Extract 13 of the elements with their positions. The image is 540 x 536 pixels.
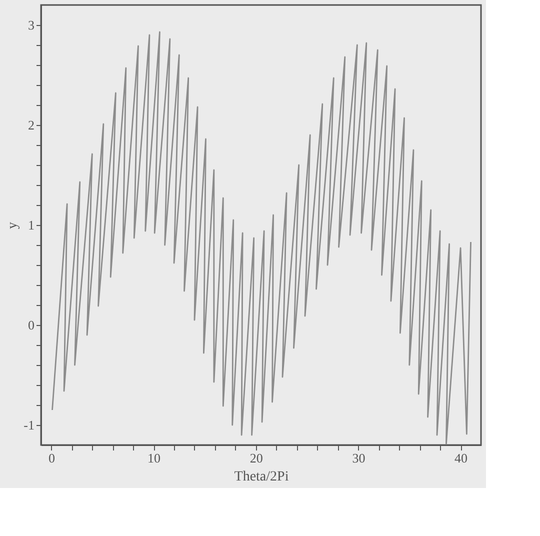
x-tick-label: 0 xyxy=(48,450,55,466)
x-tick-label: 40 xyxy=(454,450,468,466)
y-tick-label: 1 xyxy=(28,218,34,232)
y-axis-title: y xyxy=(6,222,21,229)
x-axis-title: Theta/2Pi xyxy=(234,470,289,484)
y-tick-label: -1 xyxy=(24,418,34,432)
y-tick-label: 3 xyxy=(28,18,34,32)
x-tick-label: 20 xyxy=(250,450,263,466)
y-tick-label: 0 xyxy=(28,318,34,332)
y-tick-label: 2 xyxy=(28,118,34,132)
x-tick-label: 30 xyxy=(352,450,366,466)
line-series xyxy=(52,31,472,445)
x-tick-label: 10 xyxy=(148,450,161,466)
